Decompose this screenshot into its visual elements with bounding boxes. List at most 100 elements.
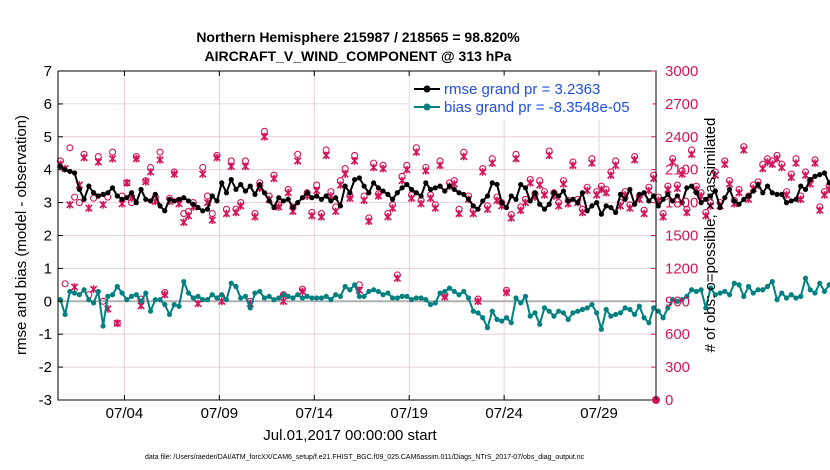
x-tick-label: 07/24 [485,405,523,422]
bias-series-point [185,290,192,296]
legend-rmse-label: rmse grand pr = 3.2363 [444,81,600,98]
bias-series-point [133,292,139,298]
bias-series-point [608,313,614,319]
obs-assimilated-point [796,195,805,204]
rmse-series-point [119,196,125,202]
rmse-series-point [788,198,794,204]
bias-series-point [665,305,671,311]
rmse-series-point [233,186,239,193]
rmse-series-point [252,191,258,197]
obs-assimilated-point [792,159,800,167]
bias-series-point [247,305,253,311]
bias-series-point [617,310,624,316]
rmse-series-point [750,188,756,194]
bias-series-point [413,295,419,301]
bias-series-point [707,285,714,291]
bias-series-point [688,287,695,293]
rmse-series-point [764,183,771,189]
bias-series-point [295,292,301,298]
bias-series-point [532,310,538,316]
rmse-series-point [423,180,429,186]
rmse-series-point [124,195,130,201]
bias-series-point [670,297,676,303]
axis-ticks: -3 -2 -1 0 1 2 3 4 5 6 7 0 300 600 900 1200 1500 1800 2100… [39,63,699,422]
rmse-series-point [257,181,263,188]
rmse-series-point [489,180,495,186]
rmse-series-point [276,195,282,201]
y-tick-label-right: 1200 [665,260,698,277]
rmse-series-point [128,190,135,196]
rmse-series-point [655,203,661,209]
bias-series-point [598,326,605,332]
x-tick-label: 07/19 [390,405,428,422]
bias-series-point [318,295,325,301]
rmse-series-point [418,193,424,199]
rmse-series-point [299,195,306,201]
obs-assimilated-point [227,162,235,171]
bias-series-point [788,292,794,298]
bias-series-point [375,288,381,295]
obs-assimilated-point [270,174,278,183]
rmse-series-point [646,198,652,204]
rmse-series-point [261,190,268,196]
rmse-series-point [375,185,381,191]
bias-series-point [280,292,287,298]
obs-assimilated-point [132,154,141,163]
rmse-series-point [408,186,415,193]
rmse-series-point [143,196,149,202]
bias-series-point [385,290,391,296]
rmse-series-point [769,190,775,196]
obs-assimilated-point [417,199,425,208]
bias-series-point [465,295,472,301]
rmse-series-point [442,188,448,194]
rmse-series-point [741,196,747,202]
obs-assimilated-point [208,216,217,224]
rmse-series-point [72,170,78,176]
rmse-series-point [109,185,116,191]
rmse-series-point [560,188,567,194]
bias-series-point [423,297,429,303]
bias-series-point [475,310,481,316]
rmse-series-point [181,195,187,201]
bias-series-point [522,293,529,299]
rmse-series-point [95,193,101,199]
obs-assimilated-point [526,179,534,187]
bias-series-point [432,300,438,306]
rmse-series-point [812,173,818,179]
rmse-series-point [802,186,809,193]
obs-assimilated-point [583,186,591,195]
obs-assimilated-point [436,161,444,170]
rmse-series-point [679,200,685,206]
y-tick-label-left: 5 [44,129,52,146]
rmse-series-point [185,198,192,204]
bias-series-point [736,282,742,288]
obs-assimilated-point [284,188,292,197]
rmse-series-point [726,186,733,193]
rmse-series-point [475,206,481,212]
rmse-series-point [166,196,173,202]
rmse-series-point [394,190,400,196]
rmse-series-point [456,190,462,196]
bias-series-point [518,300,524,306]
bias-series-point [394,295,400,301]
rmse-series-point [821,170,828,176]
y-tick-label-left: 6 [44,96,52,113]
rmse-series-point [570,196,576,202]
chart-legend: rmse grand pr = 3.2363 bias grand pr = -… [409,75,653,120]
rmse-series-point [114,193,120,199]
obs-assimilated-point [222,209,231,218]
bias-series-point [342,283,348,290]
rmse-series-point [717,204,723,211]
obs-assimilated-point [170,170,179,178]
bias-series-point [152,297,158,303]
obs-assimilated-point [279,297,288,306]
rmse-series-point [176,196,182,202]
bias-series-point [546,308,552,314]
bias-series-point [798,293,804,299]
bias-series-point [176,303,182,309]
rmse-series-point [598,211,605,217]
rmse-series-point [133,200,139,206]
bias-series-point [328,297,334,303]
bias-series-point [722,288,728,295]
